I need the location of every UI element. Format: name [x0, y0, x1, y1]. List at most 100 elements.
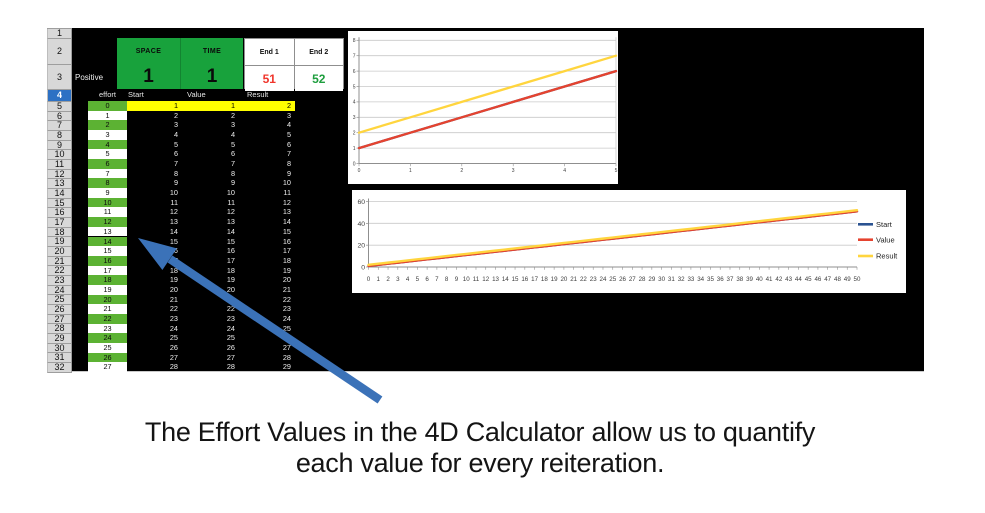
effort-cell[interactable]: 6: [88, 159, 127, 169]
result-cell[interactable]: 5: [286, 130, 291, 140]
value-cell[interactable]: 8: [230, 168, 235, 178]
effort-cell[interactable]: 2: [88, 120, 127, 131]
result-cell[interactable]: 15: [282, 226, 291, 236]
start-cell[interactable]: 17: [169, 255, 178, 265]
start-cell[interactable]: 5: [173, 139, 178, 149]
effort-cell[interactable]: 5: [88, 149, 127, 160]
value-cell[interactable]: 26: [226, 342, 235, 352]
effort-cell[interactable]: 7: [88, 168, 127, 179]
effort-cell[interactable]: 12: [88, 217, 127, 227]
value-cell[interactable]: 19: [226, 275, 235, 285]
start-cell[interactable]: 28: [169, 362, 178, 372]
result-cell[interactable]: 21: [282, 284, 291, 294]
value-cell[interactable]: 14: [226, 226, 235, 236]
value-cell[interactable]: 11: [227, 197, 235, 207]
start-cell[interactable]: 3: [173, 120, 178, 130]
value-cell[interactable]: 6: [230, 149, 235, 159]
result-cell[interactable]: 16: [282, 236, 291, 246]
start-cell[interactable]: 6: [173, 149, 178, 159]
start-cell[interactable]: 15: [169, 236, 178, 246]
value-cell[interactable]: 21: [226, 294, 235, 304]
result-cell[interactable]: 26: [282, 333, 291, 343]
effort-cell[interactable]: 19: [88, 284, 127, 295]
result-cell[interactable]: 14: [282, 217, 291, 227]
row-header-cell[interactable]: 7: [47, 121, 72, 132]
result-cell[interactable]: 27: [282, 342, 291, 352]
value-cell[interactable]: 13: [226, 217, 235, 227]
row-header-cell[interactable]: 25: [47, 295, 72, 306]
effort-cell[interactable]: 10: [88, 197, 127, 208]
row-header-cell[interactable]: 17: [47, 218, 72, 228]
value-cell[interactable]: 3: [230, 120, 235, 130]
result-cell[interactable]: 8: [286, 159, 291, 169]
start-cell[interactable]: 9: [173, 178, 178, 188]
start-cell[interactable]: 14: [169, 226, 178, 236]
result-cell[interactable]: 28: [282, 352, 291, 362]
row-header-cell[interactable]: 26: [47, 305, 72, 315]
effort-cell[interactable]: 22: [88, 313, 127, 324]
row-header-cell[interactable]: 4: [47, 90, 72, 102]
row-header-cell[interactable]: 23: [47, 276, 72, 286]
row-header-cell[interactable]: 30: [47, 343, 72, 354]
row-header-cell[interactable]: 27: [47, 314, 72, 325]
row-header-cell[interactable]: 16: [47, 208, 72, 219]
value-cell[interactable]: 28: [226, 362, 235, 372]
row-header-cell[interactable]: 21: [47, 256, 72, 267]
result-cell[interactable]: 23: [282, 304, 291, 314]
result-cell[interactable]: 29: [282, 362, 291, 372]
effort-column-header[interactable]: effort: [99, 90, 116, 99]
space-header-cell[interactable]: SPACE: [135, 47, 162, 55]
effort-cell[interactable]: 9: [88, 188, 127, 198]
start-cell[interactable]: 23: [169, 313, 178, 323]
effort-cell[interactable]: 27: [88, 362, 127, 372]
result-cell[interactable]: 10: [282, 178, 291, 188]
result-cell[interactable]: 12: [282, 197, 291, 207]
row-header-cell[interactable]: 5: [47, 101, 72, 112]
row-header-cell[interactable]: 19: [47, 237, 72, 248]
full-line-chart[interactable]: 0 20 40 60 0 1 2 3 4 5 6 7 8 9 10 11 12 13 14 15 16 17 18 19 20 2…: [352, 190, 906, 293]
value-cell[interactable]: 25: [226, 333, 235, 343]
effort-cell[interactable]: 17: [88, 265, 127, 276]
start-cell[interactable]: 24: [169, 323, 178, 333]
effort-cell[interactable]: 23: [88, 323, 127, 334]
start-cell[interactable]: 4: [173, 130, 178, 140]
value-cell[interactable]: 22: [226, 304, 235, 314]
row-header-cell[interactable]: 3: [47, 65, 72, 90]
start-cell[interactable]: 8: [173, 168, 178, 178]
end1-value-cell[interactable]: 51: [245, 66, 294, 91]
result-cell[interactable]: 19: [282, 265, 291, 275]
row-header-cell[interactable]: 15: [47, 198, 72, 209]
row-header-cell[interactable]: 1: [47, 29, 72, 39]
value-cell[interactable]: 10: [226, 188, 235, 198]
result-cell[interactable]: 24: [282, 313, 291, 323]
value-cell[interactable]: 4: [230, 130, 235, 140]
result-cell[interactable]: 18: [282, 255, 291, 265]
value-column-header[interactable]: Value: [187, 90, 206, 99]
result-cell[interactable]: 20: [282, 275, 291, 285]
start-cell[interactable]: 18: [169, 265, 178, 275]
row-header-cell[interactable]: 12: [47, 169, 72, 180]
value-cell[interactable]: 20: [226, 284, 235, 294]
row-header-cell[interactable]: 24: [47, 285, 72, 296]
start-column-header[interactable]: Start: [128, 90, 144, 99]
start-cell[interactable]: 19: [169, 275, 178, 285]
result-cell[interactable]: 7: [286, 149, 291, 159]
end1-header-cell[interactable]: End 1: [245, 39, 294, 65]
value-cell[interactable]: 1: [183, 101, 240, 111]
result-cell[interactable]: 13: [282, 207, 291, 217]
value-cell[interactable]: 7: [230, 159, 235, 169]
result-cell[interactable]: 4: [286, 120, 291, 130]
result-cell[interactable]: 2: [240, 101, 295, 111]
start-cell[interactable]: 11: [170, 197, 178, 207]
row-header-cell[interactable]: 32: [47, 363, 72, 373]
effort-cell[interactable]: 0: [88, 101, 127, 111]
row-header-cell[interactable]: 22: [47, 266, 72, 277]
start-cell[interactable]: 2: [173, 110, 178, 120]
start-cell[interactable]: 25: [169, 333, 178, 343]
result-cell[interactable]: 3: [286, 110, 291, 120]
row-header-cell[interactable]: 29: [47, 334, 72, 344]
value-cell[interactable]: 17: [226, 255, 235, 265]
positive-label-cell[interactable]: Positive: [75, 73, 104, 82]
row-header-cell[interactable]: 6: [47, 111, 72, 122]
effort-cell[interactable]: 1: [88, 110, 127, 121]
